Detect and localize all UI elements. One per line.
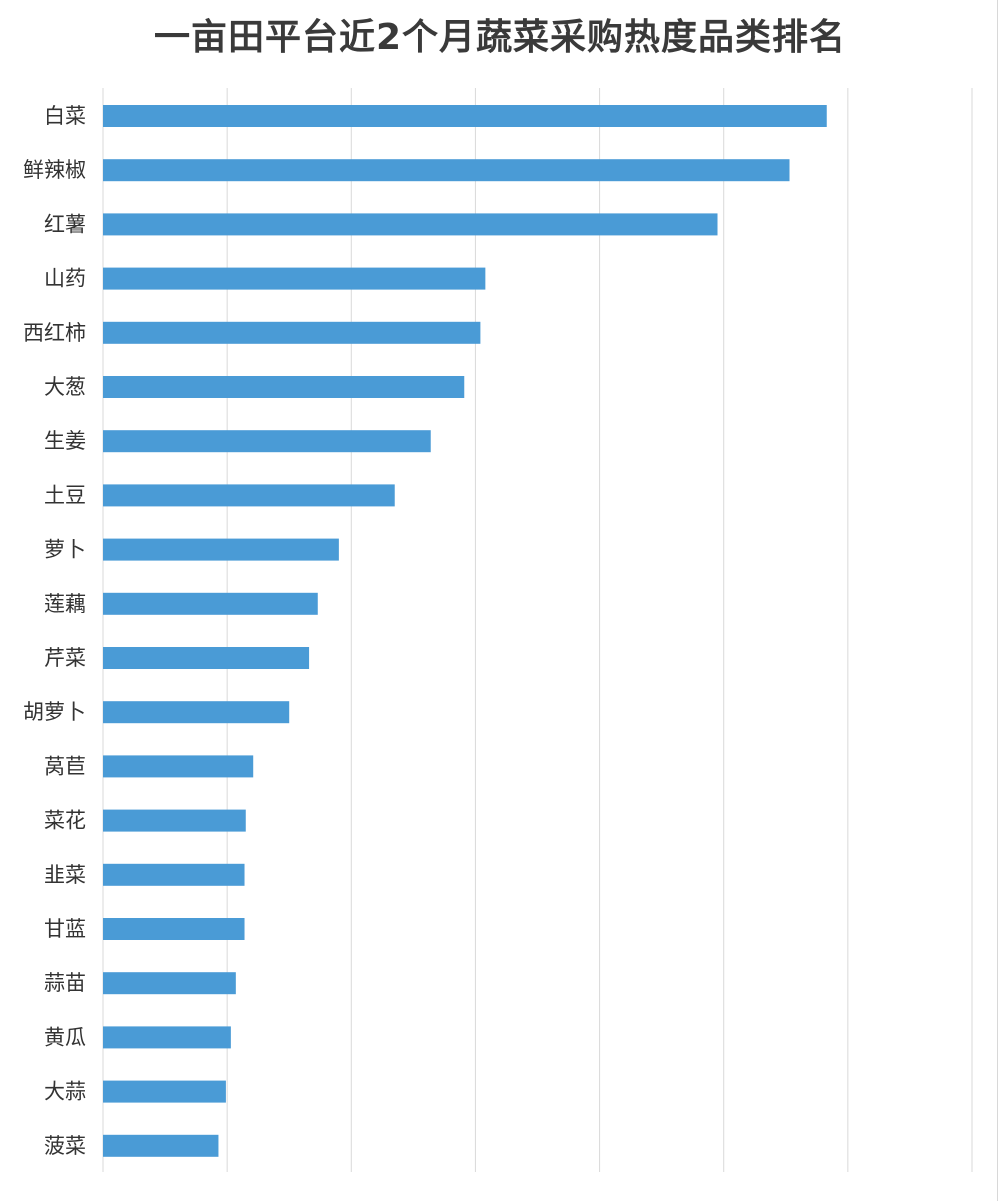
bar <box>103 213 718 236</box>
y-tick-label: 鲜辣椒 <box>23 158 86 182</box>
y-tick-label: 红薯 <box>44 212 86 236</box>
y-tick-label: 蒜苗 <box>44 971 86 995</box>
y-tick-label: 黄瓜 <box>44 1025 86 1049</box>
y-tick-label: 韭菜 <box>44 863 86 887</box>
y-tick-label: 菜花 <box>44 809 86 833</box>
bar <box>103 1080 226 1103</box>
bar <box>103 321 481 344</box>
y-tick-label: 土豆 <box>44 483 86 507</box>
y-tick-label: 芹菜 <box>44 646 86 670</box>
y-tick-label: 甘蓝 <box>44 917 86 941</box>
bar <box>103 647 310 669</box>
bar <box>103 105 827 127</box>
y-tick-label: 白菜 <box>44 104 86 128</box>
bar <box>103 484 395 507</box>
bar <box>103 376 465 398</box>
bar <box>103 701 290 724</box>
y-tick-label: 西红柿 <box>23 321 86 345</box>
y-tick-label: 山药 <box>44 267 86 291</box>
y-tick-label: 莲藕 <box>44 592 86 616</box>
y-tick-label: 萝卜 <box>44 538 86 562</box>
y-tick-label: 生姜 <box>44 429 86 453</box>
bar <box>103 267 486 290</box>
bar <box>103 159 790 182</box>
bar <box>103 1026 231 1049</box>
y-tick-label: 大蒜 <box>44 1080 86 1104</box>
y-tick-label: 菠菜 <box>44 1134 86 1158</box>
chart-title: 一亩田平台近2个月蔬菜采购热度品类排名 <box>153 17 847 58</box>
image-border <box>997 0 998 1201</box>
y-tick-label: 莴苣 <box>44 754 86 778</box>
bar <box>103 755 254 778</box>
bar <box>103 430 431 453</box>
y-tick-label: 胡萝卜 <box>23 700 86 724</box>
bar <box>103 918 245 940</box>
bar <box>103 972 236 995</box>
y-tick-label: 大葱 <box>44 375 86 399</box>
bar <box>103 809 246 832</box>
bar <box>103 538 339 561</box>
bar <box>103 1134 219 1157</box>
bar <box>103 592 318 615</box>
bar <box>103 863 245 886</box>
